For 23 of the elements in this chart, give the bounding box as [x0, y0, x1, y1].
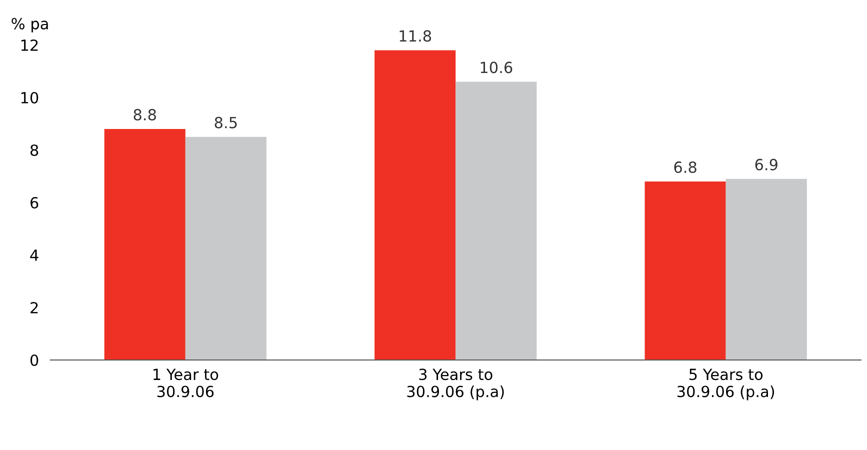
data-label: 6.8 [674, 161, 696, 173]
data-label: 11.8 [400, 30, 432, 42]
bar [644, 182, 726, 360]
y-tick-label: 2 [30, 302, 38, 314]
bar [456, 82, 537, 360]
x-tick-label: 1 Year to 30.9.06 [154, 368, 218, 398]
data-label: 8.8 [134, 108, 156, 120]
x-tick-label: 5 Years to 30.9.06 (p.a) [677, 368, 774, 400]
bar [104, 129, 186, 360]
y-tick-label: 8 [30, 144, 38, 156]
y-tick-label: 12 [21, 39, 38, 51]
y-axis-title: % pa [12, 18, 48, 32]
y-tick-label: 10 [21, 92, 38, 104]
y-tick-label: 6 [30, 196, 38, 209]
bar [726, 178, 807, 360]
x-tick-label: 3 Years to 30.9.06 (p.a) [407, 368, 504, 400]
y-tick-label: 4 [30, 250, 38, 261]
bar [185, 136, 266, 360]
data-label: 10.6 [480, 62, 512, 74]
y-tick-label: 0 [30, 354, 38, 366]
bar [374, 50, 456, 360]
data-label: 6.9 [755, 158, 778, 170]
data-label: 8.5 [214, 116, 237, 128]
